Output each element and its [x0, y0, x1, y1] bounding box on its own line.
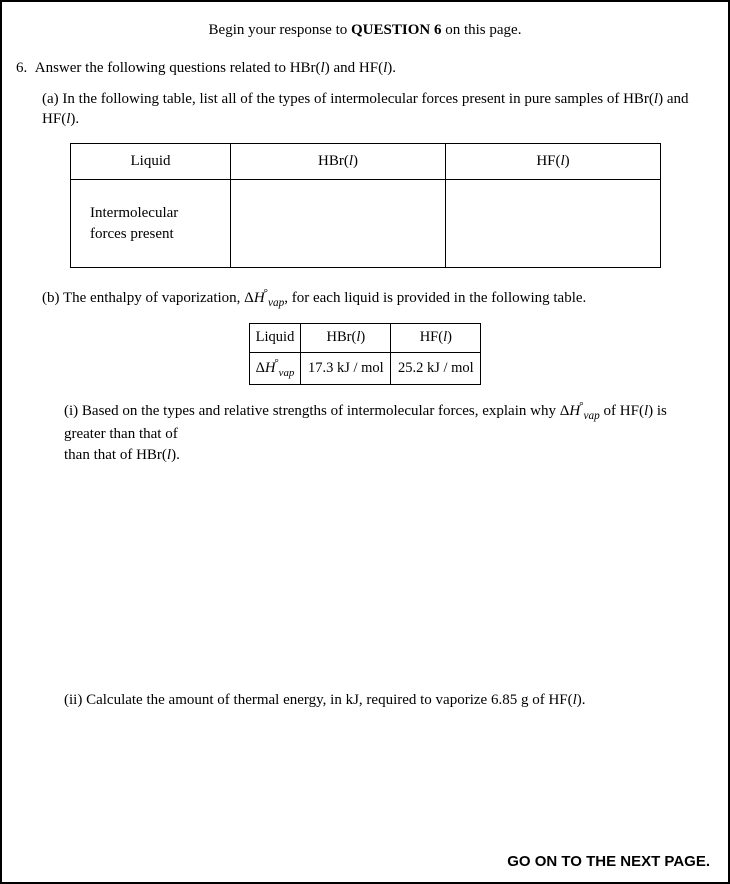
part-a: (a) In the following table, list all of …: [42, 89, 710, 130]
part-b-ii: (ii) Calculate the amount of thermal ene…: [42, 690, 710, 710]
part-b-post: , for each liquid is provided in the fol…: [284, 290, 586, 306]
t1-h2: HBr(l): [231, 144, 446, 180]
t2-rowlabel: ΔH°vap: [249, 352, 301, 384]
t1-h2-pre: HBr: [318, 153, 344, 169]
t2-val-hf: 25.2 kJ / mol: [391, 352, 481, 384]
t1-rowlabel-l2: forces present: [90, 226, 174, 242]
delta-symbol: Δ: [560, 403, 570, 419]
t1-cell-hbr[interactable]: [231, 180, 446, 268]
t2-val-hbr: 17.3 kJ / mol: [301, 352, 391, 384]
phase-l: l: [383, 60, 387, 76]
enthalpy-table: Liquid HBr(l) HF(l) ΔH°vap 17.3 kJ / mol…: [249, 323, 482, 385]
t2-h2: HBr(l): [301, 324, 391, 353]
answer-space-bi[interactable]: [20, 475, 710, 690]
delta-h-vap: ΔH°vap: [560, 403, 600, 419]
t2-h2-pre: HBr: [326, 329, 351, 345]
delta-symbol: Δ: [244, 290, 254, 306]
vap-subscript: vap: [279, 366, 295, 378]
question-number: 6.: [16, 60, 27, 76]
bi-tail: than that of HBr(l).: [64, 447, 180, 463]
phase-l: l: [356, 329, 360, 345]
vap-subscript: vap: [268, 297, 284, 309]
header-pre: Begin your response to: [209, 22, 351, 38]
part-a-label: (a): [42, 91, 59, 107]
hbr-l: HBr(l): [623, 91, 663, 107]
phase-l: l: [654, 91, 658, 107]
delta-h-vap: ΔH°vap: [256, 360, 295, 376]
phase-l: l: [644, 403, 648, 419]
hbr-l: HBr(l): [136, 447, 176, 463]
bii-label: (ii): [64, 692, 82, 708]
part-a-mid: and: [663, 91, 688, 107]
phase-l: l: [561, 153, 565, 169]
phase-l: l: [349, 153, 353, 169]
exam-page: Begin your response to QUESTION 6 on thi…: [0, 0, 730, 884]
t2-h3: HF(l): [391, 324, 481, 353]
hf-l: HF(l): [548, 692, 581, 708]
page-header-instruction: Begin your response to QUESTION 6 on thi…: [20, 20, 710, 40]
t1-h3-pre: HF: [536, 153, 555, 169]
t1-h3: HF(l): [446, 144, 661, 180]
hf-text: HF: [548, 692, 567, 708]
stem-pre: Answer the following questions related t…: [35, 60, 290, 76]
bi-pre: Based on the types and relative strength…: [82, 403, 560, 419]
hf-text: HF: [42, 111, 61, 127]
hbr-l: HBr(l): [290, 60, 330, 76]
page-footer: GO ON TO THE NEXT PAGE.: [507, 852, 710, 872]
bii-pre: Calculate the amount of thermal energy, …: [86, 692, 548, 708]
part-b-pre: The enthalpy of vaporization,: [63, 290, 244, 306]
hbr-text: HBr: [290, 60, 316, 76]
phase-l: l: [443, 329, 447, 345]
phase-l: l: [167, 447, 171, 463]
hf-l: HF(l): [620, 403, 653, 419]
hf-text: HF: [620, 403, 639, 419]
stem-mid: and: [330, 60, 359, 76]
phase-l: l: [66, 111, 70, 127]
hbr-text: HBr: [623, 91, 649, 107]
imf-table: Liquid HBr(l) HF(l) Intermolecular force…: [70, 143, 661, 268]
phase-l: l: [321, 60, 325, 76]
hf-text: HF: [359, 60, 378, 76]
t1-rowlabel: Intermolecular forces present: [71, 180, 231, 268]
stem-end: .: [392, 60, 396, 76]
bii-end: .: [582, 692, 586, 708]
t1-cell-hf[interactable]: [446, 180, 661, 268]
part-a-end: .: [75, 111, 79, 127]
bi-label: (i): [64, 403, 78, 419]
bi-end: .: [176, 447, 180, 463]
question-stem: 6. Answer the following questions relate…: [16, 58, 710, 78]
bi-mid1: of: [600, 403, 620, 419]
header-bold: QUESTION 6: [351, 22, 441, 38]
delta-h-vap: ΔH°vap: [244, 290, 284, 306]
part-a-text-pre: In the following table, list all of the …: [62, 91, 623, 107]
t2-h3-pre: HF: [420, 329, 439, 345]
delta-symbol: Δ: [256, 360, 265, 376]
hf-l: HF(l): [359, 60, 392, 76]
hf-l: HF(l): [42, 111, 75, 127]
t1-h1: Liquid: [71, 144, 231, 180]
t1-rowlabel-l1: Intermolecular: [90, 205, 178, 221]
part-b: (b) The enthalpy of vaporization, ΔH°vap…: [42, 286, 710, 311]
phase-l: l: [573, 692, 577, 708]
hbr-text: HBr: [136, 447, 162, 463]
header-post: on this page.: [441, 22, 521, 38]
vap-subscript: vap: [584, 410, 600, 422]
part-b-i: (i) Based on the types and relative stre…: [42, 399, 710, 465]
t2-h1: Liquid: [249, 324, 301, 353]
part-b-label: (b): [42, 290, 60, 306]
